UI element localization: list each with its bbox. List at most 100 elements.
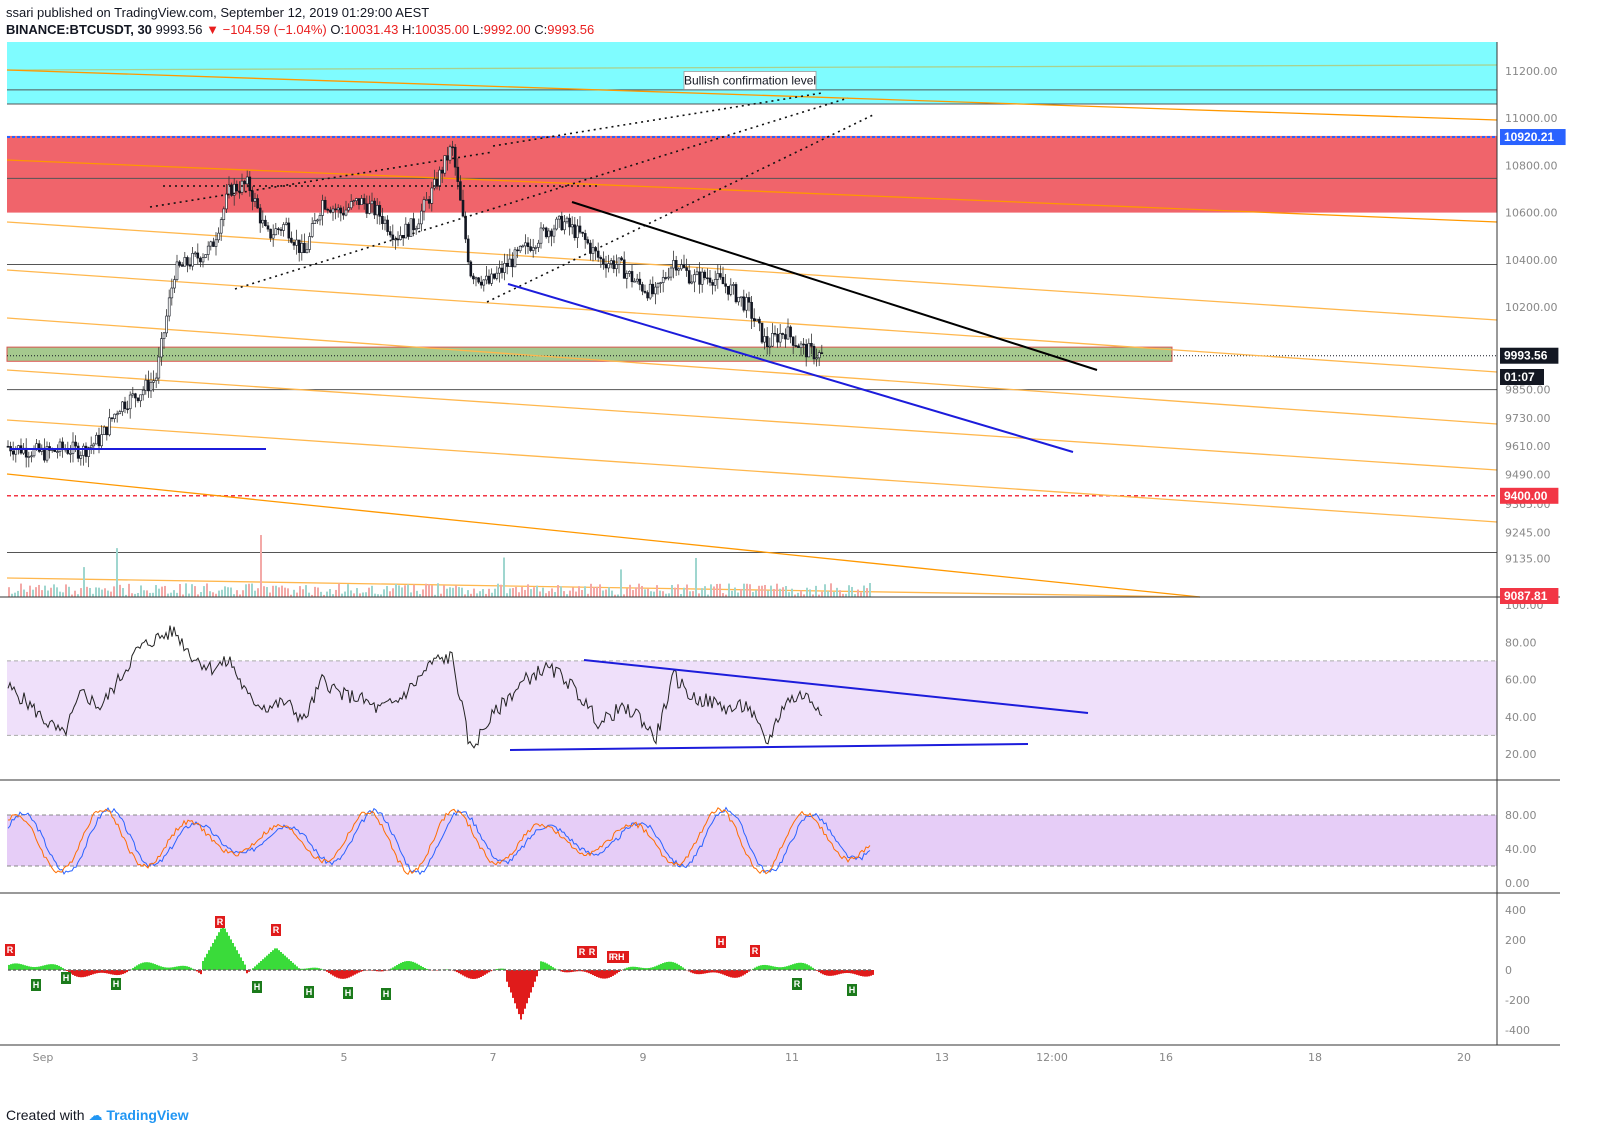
candle-body xyxy=(773,333,777,335)
candle-body xyxy=(370,200,374,205)
hist-bar xyxy=(786,966,788,970)
candle-body xyxy=(578,225,582,233)
candle-body xyxy=(71,441,75,454)
hist-bar xyxy=(618,970,620,973)
div-marker-label: H xyxy=(383,989,390,999)
volume-bar xyxy=(656,585,658,597)
hist-bar xyxy=(238,953,240,970)
candle-body xyxy=(750,301,753,319)
div-marker xyxy=(111,978,121,990)
hist-bar xyxy=(330,970,332,975)
div-marker xyxy=(716,936,726,948)
candle-body xyxy=(708,277,712,283)
descending-channel-lines xyxy=(6,64,1498,598)
candle-body xyxy=(812,345,816,360)
volume-bar xyxy=(179,584,181,597)
time-tick: 11 xyxy=(785,1051,799,1064)
hist-bar xyxy=(306,968,308,970)
price-badge-label: 01:07 xyxy=(1504,370,1535,384)
hist-bar xyxy=(256,964,258,970)
volume-bar xyxy=(230,587,232,597)
hist-bar xyxy=(730,970,732,978)
hist-tick: 200 xyxy=(1505,934,1526,947)
hist-bar xyxy=(720,970,722,974)
volume-bar xyxy=(563,591,565,597)
candle-body xyxy=(438,169,441,187)
volume-bar xyxy=(728,583,730,597)
hist-bar xyxy=(840,970,842,974)
hist-bar xyxy=(764,964,766,970)
candle-body xyxy=(35,443,38,449)
volume-bar xyxy=(287,588,289,597)
hist-bar xyxy=(708,970,710,973)
candle-body xyxy=(646,292,649,299)
candle-body xyxy=(412,218,415,231)
volume-bar xyxy=(347,584,349,597)
candle-body xyxy=(635,278,639,282)
hist-bar xyxy=(144,962,146,970)
volume-bar xyxy=(380,594,382,597)
candle-body xyxy=(799,343,803,348)
candle-body xyxy=(581,231,584,234)
tradingview-logo-icon: ☁ xyxy=(88,1107,103,1123)
candle-body xyxy=(451,146,454,149)
hist-tick: 400 xyxy=(1505,904,1526,917)
candle-body xyxy=(576,225,579,239)
volume-bar xyxy=(209,591,211,597)
div-marker xyxy=(847,984,857,996)
volume-bar xyxy=(149,592,151,597)
hist-bar xyxy=(816,970,818,971)
volume-bar xyxy=(257,588,259,597)
hist-bar xyxy=(458,970,460,974)
volume-bar xyxy=(212,592,214,597)
candle-body xyxy=(511,258,514,268)
volume-bar xyxy=(23,589,25,597)
channel-line xyxy=(6,369,1498,471)
candle-body xyxy=(706,277,709,280)
candle-body xyxy=(219,219,223,234)
hist-bar xyxy=(638,967,640,970)
dotted-trend-line xyxy=(492,92,823,147)
hist-bar xyxy=(338,970,340,979)
hist-bar xyxy=(66,970,68,971)
candle-body xyxy=(737,296,740,303)
volume-bar xyxy=(725,594,727,597)
candle-body xyxy=(677,268,681,271)
volume-bar xyxy=(500,584,502,597)
hist-bar xyxy=(60,966,62,970)
volume-bar xyxy=(431,585,433,597)
hist-bar xyxy=(850,970,852,974)
hist-bar xyxy=(412,961,414,970)
hist-bar xyxy=(314,967,316,970)
candle-body xyxy=(537,242,540,248)
candle-body xyxy=(388,231,392,236)
volume-bar xyxy=(782,587,784,597)
volume-bar xyxy=(410,592,412,597)
volume-bar xyxy=(512,588,514,597)
volume-bar xyxy=(239,594,241,597)
hist-bar xyxy=(18,963,20,970)
hist-bar xyxy=(360,970,362,972)
hist-bar xyxy=(796,963,798,970)
price-tick: 10800.00 xyxy=(1505,159,1558,172)
hist-bar xyxy=(646,968,648,970)
candle-body xyxy=(326,209,330,211)
hist-bar xyxy=(102,970,104,973)
hist-bar xyxy=(16,963,18,970)
volume-bar xyxy=(818,594,820,597)
hist-bar xyxy=(358,970,360,973)
volume-bar xyxy=(842,593,844,597)
volume-bar xyxy=(251,583,253,597)
footer-brand[interactable]: TradingView xyxy=(106,1107,189,1123)
volume-bar xyxy=(851,586,853,597)
volume-bar xyxy=(101,589,103,597)
candle-body xyxy=(87,447,90,457)
hist-bar xyxy=(408,961,410,970)
descending-resistance-line xyxy=(571,201,1098,371)
candle-body xyxy=(261,219,265,224)
hist-bar xyxy=(92,970,94,975)
volume-bar xyxy=(224,586,226,597)
trend-lines xyxy=(10,92,1098,453)
candle-body xyxy=(58,441,62,452)
